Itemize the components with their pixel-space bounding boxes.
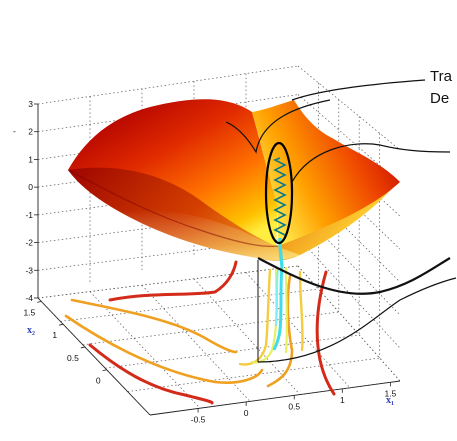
callout-line [225,99,331,154]
contour-line [266,274,294,388]
x1-tick-labels: -0.5 0 0.5 1 1.5 [191,382,397,424]
highlight-ellipse [264,141,294,245]
callout-lines [225,79,457,363]
trajectory-floor-highlight [275,267,279,327]
x2-tick-label: 1.5 [23,307,35,317]
surface-right-lobe [252,100,400,246]
surface-underside [68,154,398,261]
callout-line [291,143,451,183]
grid-line-floor [82,311,339,346]
grid-line-floor [193,278,301,395]
contour-line [238,268,272,366]
z-tick-label: -4 [25,293,33,303]
contour-line [284,266,288,354]
grid-line-right [297,237,401,349]
z-axis-dash: - [13,126,16,136]
callout-label-1: Tra [430,68,453,85]
x2-tick-label: 1 [52,330,57,340]
trajectory-floor [272,264,284,351]
x1-tick-label: 1 [340,395,345,405]
x2-axis-line [37,297,151,416]
callout-label-2: De [430,90,449,107]
x2-tick-label: 0.5 [67,353,79,363]
x1-tick-label: 0.5 [288,401,300,411]
callout-line [257,277,457,363]
grid-line-floor [141,284,251,402]
contour-line [298,270,304,352]
grid-line-back [37,65,299,105]
contour-line [64,314,264,384]
z-tick-label: 3 [28,99,33,109]
contour-line [315,270,336,396]
x2-axis-label: x₂ [27,325,35,336]
x1-axis-line [149,380,401,416]
grid-line-floor [297,265,401,382]
grid-line-floor [245,272,351,389]
x2-tick-label: 0 [96,376,101,386]
axis-frame [37,104,401,416]
contour-line [70,298,238,354]
x1-tick-label: -0.5 [191,414,206,424]
z-tick-label: -3 [25,265,33,275]
surface [67,99,400,267]
surface-left-lobe [68,99,278,246]
trajectory-zigzag [273,157,287,236]
contour-line [108,260,238,302]
x2-tick-labels: 1.5 1 0.5 0 [23,301,107,386]
x2-tick-mark [102,369,107,372]
x1-tick-label: 0 [244,408,249,418]
trajectory-vertical [278,237,284,267]
grid-line-floor [89,291,201,409]
surface-fold-line [67,169,279,247]
z-tick-label: 0 [28,182,33,192]
x2-tick-mark [37,301,42,303]
x1-axis-label: x₁ [386,395,394,406]
z-tick-labels: 3 2 1 0 -1 -2 -3 -4 [25,99,38,303]
x2-tick-mark [80,346,85,349]
z-tick-label: -2 [25,238,33,248]
grid-line-right [297,151,401,250]
z-tick-label: 1 [28,154,33,164]
callout-line [257,257,451,295]
x1-tick-label: 1.5 [384,388,396,398]
surface-highlight [120,209,300,261]
z-tick-label: -1 [25,210,33,220]
contour-line [88,343,214,405]
z-tick-label: 2 [28,127,33,137]
callout-line [291,79,426,101]
contour-lines [64,260,336,405]
x2-tick-mark [58,323,64,326]
